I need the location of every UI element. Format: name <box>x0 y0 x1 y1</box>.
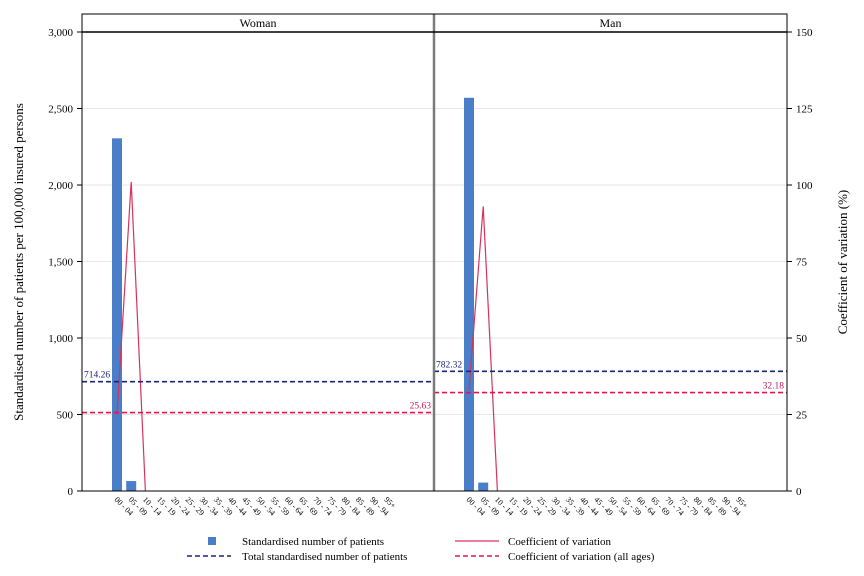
bar-1-1 <box>478 482 489 491</box>
legend-label-3: Coefficient of variation (all ages) <box>508 551 655 563</box>
bar-1-0 <box>464 97 474 491</box>
cv-line-0 <box>116 181 146 492</box>
y-tick-label-4: 2,000 <box>48 180 73 192</box>
bar-0-0 <box>112 138 122 491</box>
y-tick-label-3: 1,500 <box>48 257 73 269</box>
bar-0-1 <box>126 481 137 491</box>
total-label-0: 714.26 <box>84 371 110 381</box>
y2-tick-label-2: 50 <box>796 333 808 345</box>
y2-tick-label-3: 75 <box>796 257 808 269</box>
y2-tick-label-4: 100 <box>796 180 813 192</box>
panel-title-0: Woman <box>239 16 276 30</box>
plot-frame <box>81 13 788 492</box>
cv-line-1 <box>468 206 498 492</box>
legend-label-0: Standardised number of patients <box>242 536 384 548</box>
y2-tick-label-1: 25 <box>796 410 808 422</box>
cv-all-label-1: 32.18 <box>763 382 785 392</box>
y2-tick-label-6: 150 <box>796 27 813 39</box>
y-tick-label-0: 0 <box>68 486 74 498</box>
legend-label-2: Total standardised number of patients <box>242 551 407 563</box>
y2-tick-label-5: 125 <box>796 104 813 116</box>
y-axis-title: Standardised number of patients per 100,… <box>11 103 26 421</box>
legend: Standardised number of patients Coefficie… <box>187 536 655 563</box>
legend-swatch-bars <box>208 537 216 545</box>
total-label-1: 782.32 <box>436 360 462 370</box>
y2-axis-title: Coefficient of variation (%) <box>835 190 850 335</box>
plot-area: 0 500 1,000 1,500 2,000 2,500 3,000 0 25 50 75 100 1… <box>48 13 813 517</box>
y-tick-label-6: 3,000 <box>48 27 73 39</box>
y-tick-label-2: 1,000 <box>48 333 73 345</box>
y2-tick-label-0: 0 <box>796 486 802 498</box>
panel-title-1: Man <box>600 16 622 30</box>
legend-label-1: Coefficient of variation <box>508 536 612 548</box>
y-tick-label-1: 500 <box>57 410 74 422</box>
y-tick-label-5: 2,500 <box>48 104 73 116</box>
cv-all-label-0: 25.63 <box>410 402 432 412</box>
